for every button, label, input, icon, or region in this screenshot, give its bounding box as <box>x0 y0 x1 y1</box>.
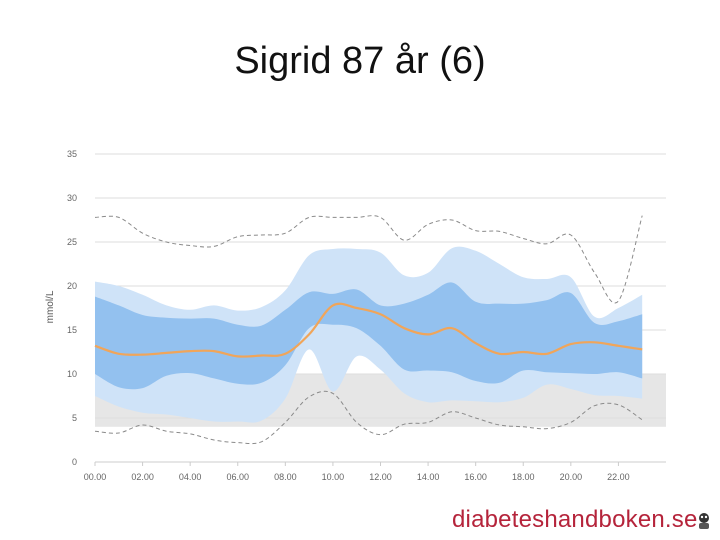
inner-percentile-band <box>95 282 643 390</box>
median-line <box>94 302 643 358</box>
x-tick-label: 16.00 <box>464 472 487 482</box>
y-tick-label: 0 <box>72 457 77 467</box>
y-tick-label: 10 <box>67 369 77 379</box>
y-tick-label: 25 <box>67 237 77 247</box>
y-tick-label: 20 <box>67 281 77 291</box>
brand-logo-text[interactable]: diabeteshandboken.se <box>452 506 698 533</box>
x-tick-label: 00.00 <box>84 472 107 482</box>
x-tick-label: 20.00 <box>560 472 583 482</box>
y-tick-label: 15 <box>67 325 77 335</box>
x-tick-label: 12.00 <box>369 472 392 482</box>
x-tick-label: 10.00 <box>322 472 345 482</box>
slide-title: Sigrid 87 år (6) <box>234 40 486 82</box>
x-tick-label: 02.00 <box>131 472 154 482</box>
y-tick-label: 35 <box>67 149 77 159</box>
upper-percentile-line <box>94 215 643 304</box>
y-tick-label: 30 <box>67 193 77 203</box>
x-tick-label: 08.00 <box>274 472 297 482</box>
mascot-icon <box>699 513 709 529</box>
x-tick-label: 04.00 <box>179 472 202 482</box>
x-tick-label: 14.00 <box>417 472 440 482</box>
y-tick-label: 5 <box>72 413 77 423</box>
x-tick-label: 06.00 <box>226 472 249 482</box>
y-axis-label: mmol/L <box>45 290 56 323</box>
x-tick-label: 22.00 <box>607 472 630 482</box>
x-tick-label: 18.00 <box>512 472 535 482</box>
